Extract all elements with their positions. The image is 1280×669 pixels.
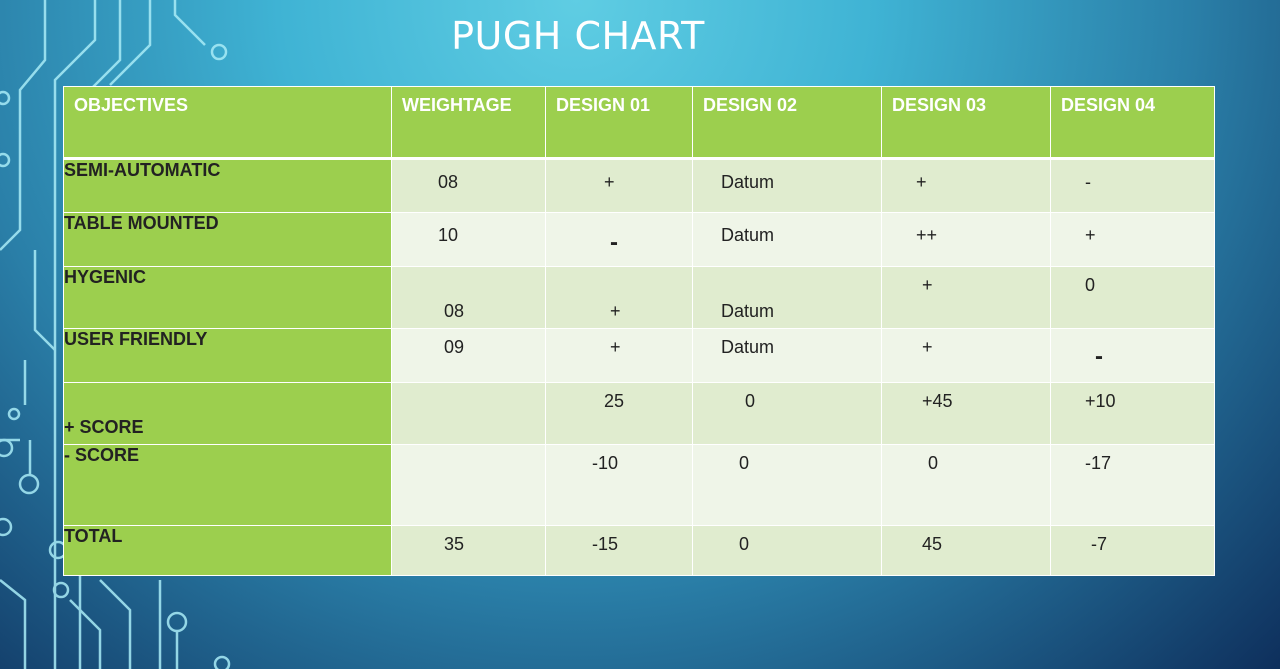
header-objectives: OBJECTIVES <box>63 86 392 159</box>
table-cell: -17 <box>1050 444 1215 526</box>
table-cell <box>391 382 546 445</box>
table-cell: -10 <box>545 444 693 526</box>
table-cell: + <box>1050 212 1215 267</box>
table-cell: -15 <box>545 525 693 576</box>
table-cell: 0 <box>1050 266 1215 329</box>
table-cell: - <box>545 212 693 267</box>
table-cell: ++ <box>881 212 1051 267</box>
page-title: PUGH CHART <box>451 14 705 58</box>
table-cell: 0 <box>692 382 882 445</box>
table-row: - SCORE -10 0 0 -17 <box>63 444 1215 526</box>
pugh-chart-table: OBJECTIVES WEIGHTAGE DESIGN 01 DESIGN 02… <box>63 86 1215 576</box>
table-cell: 08 <box>391 158 546 213</box>
table-cell: 25 <box>545 382 693 445</box>
table-cell: Datum <box>692 212 882 267</box>
table-cell: + <box>545 158 693 213</box>
table-row: TABLE MOUNTED 10 - Datum ++ + <box>63 212 1215 267</box>
table-cell: Datum <box>692 266 882 329</box>
table-cell: 10 <box>391 212 546 267</box>
table-row: USER FRIENDLY 09 + Datum + - <box>63 328 1215 383</box>
table-cell: Datum <box>692 158 882 213</box>
header-design-01: DESIGN 01 <box>545 86 693 159</box>
header-design-04: DESIGN 04 <box>1050 86 1215 159</box>
row-label: USER FRIENDLY <box>63 328 392 383</box>
table-cell: 0 <box>692 525 882 576</box>
header-design-02: DESIGN 02 <box>692 86 882 159</box>
table-cell: + <box>545 328 693 383</box>
table-row: TOTAL 35 -15 0 45 -7 <box>63 525 1215 576</box>
row-label: - SCORE <box>63 444 392 526</box>
table-cell: 45 <box>881 525 1051 576</box>
table-cell: + <box>545 266 693 329</box>
table-cell: - <box>1050 328 1215 383</box>
table-cell: + <box>881 266 1051 329</box>
row-label: TABLE MOUNTED <box>63 212 392 267</box>
row-label: TOTAL <box>63 525 392 576</box>
table-cell: + <box>881 328 1051 383</box>
header-weightage: WEIGHTAGE <box>391 86 546 159</box>
table-cell <box>391 444 546 526</box>
table-row: + SCORE 25 0 +45 +10 <box>63 382 1215 445</box>
table-cell: 35 <box>391 525 546 576</box>
table-cell: + <box>881 158 1051 213</box>
table-cell: +10 <box>1050 382 1215 445</box>
table-header-row: OBJECTIVES WEIGHTAGE DESIGN 01 DESIGN 02… <box>63 86 1215 159</box>
table-cell: 0 <box>692 444 882 526</box>
table-cell: +45 <box>881 382 1051 445</box>
table-cell: 08 <box>391 266 546 329</box>
table-cell: 09 <box>391 328 546 383</box>
header-design-03: DESIGN 03 <box>881 86 1051 159</box>
row-label: + SCORE <box>63 382 392 445</box>
table-cell: -7 <box>1050 525 1215 576</box>
row-label: HYGENIC <box>63 266 392 329</box>
table-cell: - <box>1050 158 1215 213</box>
table-cell: Datum <box>692 328 882 383</box>
table-cell: 0 <box>881 444 1051 526</box>
table-row: HYGENIC 08 + Datum + 0 <box>63 266 1215 329</box>
table-row: SEMI-AUTOMATIC 08 + Datum + - <box>63 158 1215 213</box>
row-label: SEMI-AUTOMATIC <box>63 158 392 213</box>
